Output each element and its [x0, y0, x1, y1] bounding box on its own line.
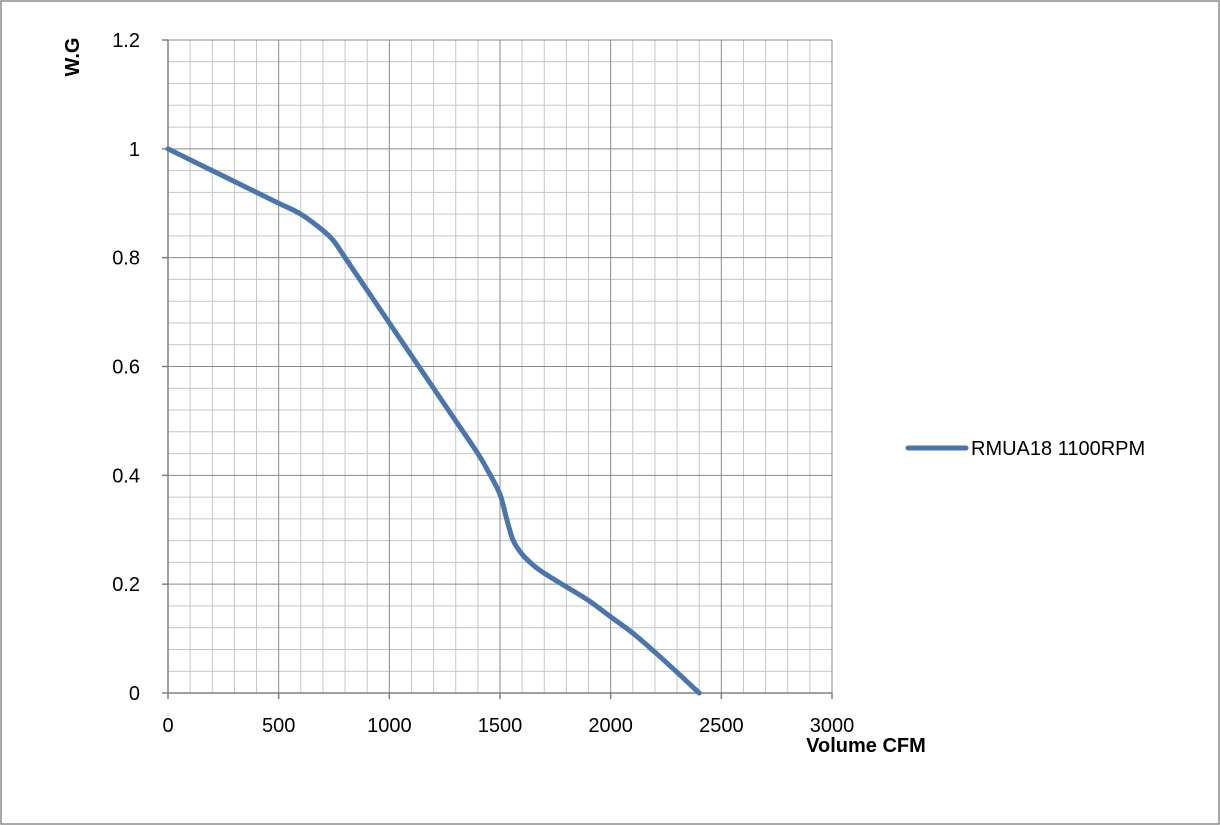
y-tick-label: 0	[129, 683, 140, 705]
x-axis-title: Volume CFM	[806, 735, 926, 757]
y-tick-label: 0.2	[112, 574, 140, 596]
y-axis-title: W.G	[62, 38, 84, 77]
y-tick-label: 0.8	[112, 248, 140, 270]
y-tick-label: 1	[129, 139, 140, 161]
x-tick-label: 500	[262, 715, 295, 737]
x-tick-label: 0	[162, 715, 173, 737]
legend-label: RMUA18 1100RPM	[971, 438, 1145, 460]
series-layer	[165, 146, 702, 696]
x-tick-label: 3000	[810, 715, 855, 737]
series-line	[165, 146, 702, 696]
x-tick-label: 1000	[367, 715, 412, 737]
x-tick-label: 2500	[699, 715, 744, 737]
y-tick-labels: 0 0.2 0.4 0.6 0.8 1 1.2	[112, 30, 140, 705]
x-tick-label: 2000	[588, 715, 633, 737]
x-tick-label: 1500	[478, 715, 523, 737]
major-grid	[167, 39, 833, 694]
y-tick-label: 1.2	[112, 30, 140, 52]
y-tick-label: 0.4	[112, 465, 140, 487]
x-tick-labels: 0 500 1000 1500 2000 2500 3000	[162, 715, 854, 737]
legend: RMUA18 1100RPM	[905, 438, 1145, 460]
y-tick-label: 0.6	[112, 357, 140, 379]
